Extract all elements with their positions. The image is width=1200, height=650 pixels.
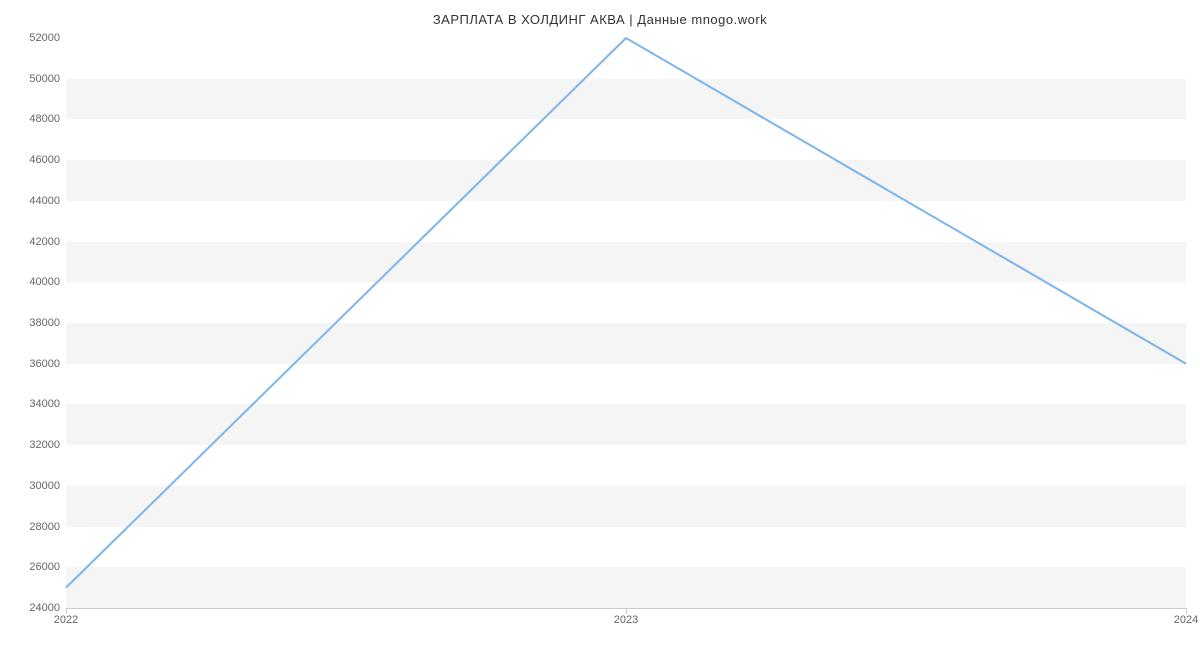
y-tick-label: 36000 — [10, 358, 60, 370]
plot-area — [66, 38, 1186, 608]
y-tick-label: 48000 — [10, 113, 60, 125]
y-tick-label: 52000 — [10, 32, 60, 44]
y-tick-label: 26000 — [10, 561, 60, 573]
line-series — [66, 38, 1186, 608]
y-tick-label: 42000 — [10, 236, 60, 248]
y-tick-label: 38000 — [10, 317, 60, 329]
salary-chart: ЗАРПЛАТА В ХОЛДИНГ АКВА | Данные mnogo.w… — [0, 0, 1200, 650]
y-tick-label: 50000 — [10, 73, 60, 85]
y-tick-label: 34000 — [10, 398, 60, 410]
series-salary — [66, 38, 1186, 588]
x-tick-label: 2022 — [54, 614, 78, 626]
y-tick-label: 30000 — [10, 480, 60, 492]
x-tick-label: 2024 — [1174, 614, 1198, 626]
x-tick-label: 2023 — [614, 614, 638, 626]
chart-title: ЗАРПЛАТА В ХОЛДИНГ АКВА | Данные mnogo.w… — [0, 0, 1200, 27]
y-tick-label: 46000 — [10, 154, 60, 166]
y-tick-label: 44000 — [10, 195, 60, 207]
y-tick-label: 40000 — [10, 276, 60, 288]
y-tick-label: 24000 — [10, 602, 60, 614]
y-tick-label: 28000 — [10, 521, 60, 533]
y-tick-label: 32000 — [10, 439, 60, 451]
